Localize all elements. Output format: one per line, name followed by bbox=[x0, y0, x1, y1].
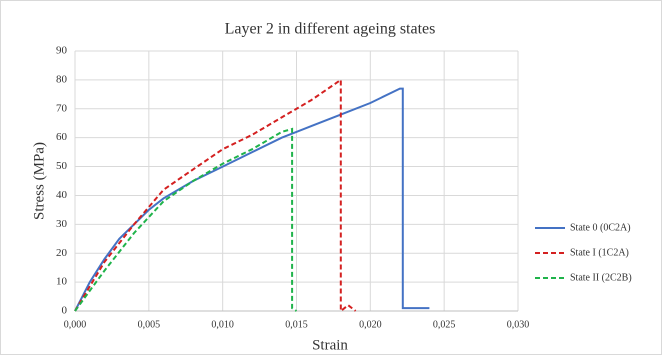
y-tick-label: 40 bbox=[56, 189, 68, 201]
y-tick-label: 10 bbox=[56, 276, 68, 288]
x-axis-label: Strain bbox=[312, 337, 348, 353]
x-tick-label: 0,005 bbox=[138, 319, 161, 330]
legend-label: State 0 (0C2A) bbox=[570, 222, 631, 233]
x-tick-label: 0,010 bbox=[211, 319, 234, 330]
series-line bbox=[74, 87, 430, 312]
y-tick-label: 90 bbox=[56, 45, 68, 57]
y-tick-label: 30 bbox=[56, 218, 68, 230]
chart-title: Layer 2 in different ageing states bbox=[225, 21, 436, 38]
x-tick-label: 0,015 bbox=[285, 319, 308, 330]
x-tick-label: 0,020 bbox=[359, 319, 382, 330]
y-tick-label: 70 bbox=[56, 102, 68, 114]
y-tick-label: 0 bbox=[62, 305, 68, 317]
y-axis-label: Stress (MPa) bbox=[31, 142, 47, 220]
y-tick-label: 60 bbox=[56, 131, 68, 143]
y-tick-label: 50 bbox=[56, 160, 68, 172]
series-line bbox=[74, 127, 298, 312]
legend-label: State II (2C2B) bbox=[570, 272, 632, 283]
x-tick-label: 0,025 bbox=[433, 319, 456, 330]
y-tick-label: 20 bbox=[56, 247, 68, 259]
x-tick-label: 0,030 bbox=[507, 319, 530, 330]
series-line bbox=[74, 78, 357, 314]
y-tick-label: 80 bbox=[56, 73, 68, 85]
legend-label: State I (1C2A) bbox=[570, 247, 629, 258]
x-tick-label: 0,000 bbox=[64, 319, 87, 330]
